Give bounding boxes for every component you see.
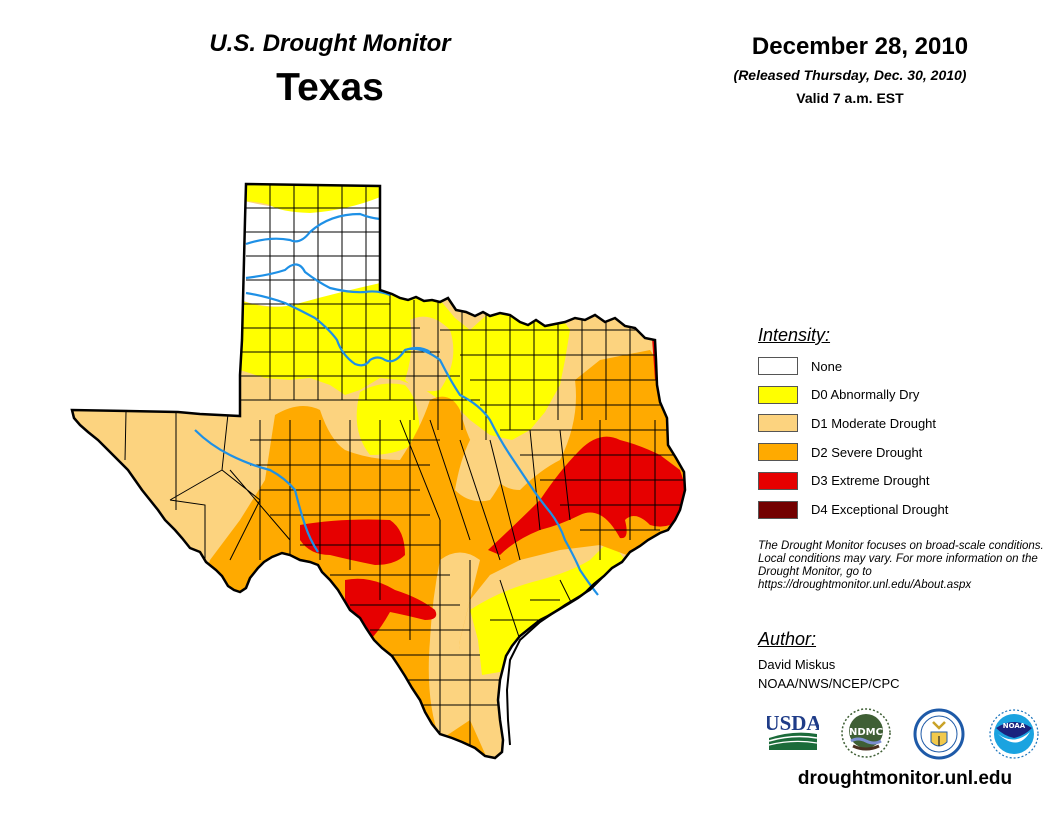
legend-item: None [758, 356, 842, 376]
d0-zone-coastal [470, 540, 625, 675]
legend-label: D4 Exceptional Drought [811, 502, 949, 517]
state-name: Texas [276, 66, 384, 109]
legend-item: D2 Severe Drought [758, 442, 922, 462]
none-zone [240, 195, 385, 307]
canadian-river [245, 212, 381, 246]
d3-zone-rio-grande [345, 578, 437, 640]
legend-label: D1 Moderate Drought [811, 415, 937, 431]
legend-item: D0 Abnormally Dry [758, 385, 919, 405]
map-title: U.S. Drought Monitor [209, 30, 451, 57]
texas-drought-map [70, 182, 687, 760]
brazos-river [404, 347, 599, 596]
d3-zone-east [488, 436, 685, 555]
d1-zone-northeast [574, 320, 650, 352]
d3-zone-edwards [300, 519, 405, 565]
svg-text:NOAA: NOAA [1003, 722, 1026, 730]
svg-text:NDMC: NDMC [849, 727, 883, 738]
legend-label: D3 Extreme Drought [811, 473, 930, 489]
legend-label: None [811, 358, 843, 374]
rivers [194, 212, 599, 596]
county-lines [124, 184, 684, 758]
usda-logo: USDA [767, 711, 819, 750]
d0-zone-panhandle-top [240, 184, 385, 213]
svg-text:USDA: USDA [767, 711, 819, 735]
legend-swatch [758, 357, 798, 375]
barrier-island [505, 567, 613, 746]
legend-swatch [758, 414, 798, 433]
release-date: (Released Thursday, Dec. 30, 2010) [733, 67, 967, 83]
footer-url[interactable]: droughtmonitor.unl.edu [797, 768, 1013, 789]
d1-zone-valley [400, 735, 455, 758]
legend-swatch [758, 500, 798, 519]
legend-swatch [758, 385, 798, 404]
d1-zone-central-pocket [455, 440, 510, 502]
d1-zone-south-corridor [428, 552, 480, 740]
red-river-prairie-dog [245, 263, 391, 297]
doc-seal-logo [913, 708, 965, 760]
noaa-logo: NOAA [989, 709, 1039, 759]
legend-title: Intensity: [758, 325, 831, 345]
legend-swatch [758, 443, 798, 462]
d0-zone-central [356, 383, 420, 455]
author-title: Author: [758, 629, 817, 649]
legend-item: D1 Moderate Drought [758, 413, 936, 433]
legend-label: D2 Severe Drought [811, 444, 923, 460]
disclaimer-text: The Drought Monitor focuses on broad-sca… [758, 540, 1044, 591]
legend-item: D4 Exceptional Drought [758, 500, 948, 520]
brazos-headwaters [245, 291, 431, 367]
rio-grande-pecos [194, 429, 319, 553]
author-name: David Miskus [758, 657, 836, 672]
legend-label: D0 Abnormally Dry [811, 387, 920, 403]
valid-time: Valid 7 a.m. EST [796, 90, 904, 106]
legend-swatch [758, 471, 798, 490]
d0-zone-north [240, 282, 570, 440]
legend-item: D3 Extreme Drought [758, 471, 930, 491]
author-org: NOAA/NWS/NCEP/CPC [758, 676, 900, 691]
ndmc-logo: NDMC [841, 708, 891, 758]
map-date: December 28, 2010 [751, 33, 969, 60]
